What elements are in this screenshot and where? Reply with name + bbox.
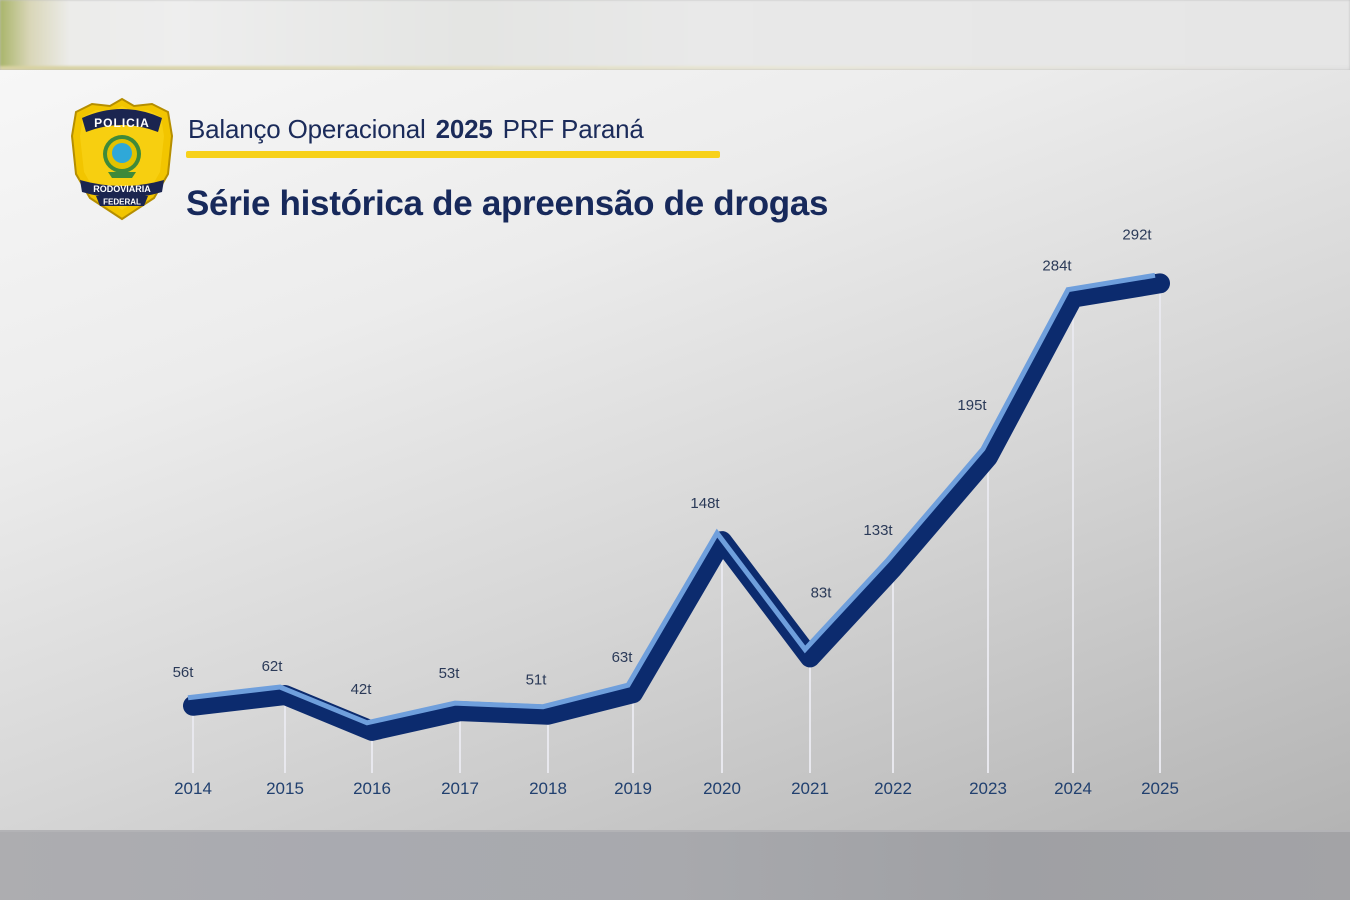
report-subtitle: Balanço Operacional 2025 PRF Paraná (188, 114, 644, 145)
x-axis-year-label: 2020 (703, 779, 741, 798)
data-label: 133t (863, 522, 893, 539)
series-line-highlight (187, 272, 1156, 726)
data-label: 42t (351, 681, 373, 698)
x-axis-year-label: 2023 (969, 779, 1007, 798)
x-axis-year-label: 2022 (874, 779, 912, 798)
x-axis-year-label: 2014 (174, 779, 212, 798)
data-labels: 56t 62t 42t 53t 51t 63t 148t 83t 133t 195t 284t 292… (173, 226, 1153, 698)
data-label: 62t (262, 658, 284, 675)
x-axis-year-label: 2025 (1141, 779, 1179, 798)
logo-bottom-text: FEDERAL (103, 198, 141, 207)
x-axis-year-label: 2024 (1054, 779, 1092, 798)
data-label: 56t (173, 664, 195, 681)
gridlines (192, 293, 1161, 773)
data-label: 51t (526, 672, 548, 689)
subtitle-year: 2025 (435, 114, 493, 144)
x-axis-year-label: 2016 (353, 779, 391, 798)
data-series (183, 272, 1170, 741)
blurred-background-top (0, 0, 1350, 70)
data-label: 195t (957, 397, 987, 414)
logo-middle-text: RODOVIARIA (93, 184, 151, 194)
data-label: 53t (439, 665, 461, 682)
x-axis-year-label: 2017 (441, 779, 479, 798)
series-line-dark (183, 273, 1170, 741)
subtitle-prefix: Balanço Operacional (188, 114, 426, 144)
data-label: 83t (811, 584, 833, 601)
subtitle-suffix: PRF Paraná (502, 114, 644, 144)
data-label: 63t (612, 649, 634, 666)
logo-top-text: POLICIA (94, 116, 150, 130)
x-axis-year-label: 2018 (529, 779, 567, 798)
x-axis-year-label: 2015 (266, 779, 304, 798)
x-axis-year-label: 2021 (791, 779, 829, 798)
data-label: 148t (690, 495, 720, 512)
x-axis-year-label: 2019 (614, 779, 652, 798)
data-label: 292t (1122, 226, 1152, 243)
yellow-underline (186, 151, 720, 158)
blurred-background-bottom (0, 830, 1350, 900)
chart-title: Série histórica de apreensão de drogas (186, 184, 829, 223)
x-axis-labels: 2014 2015 2016 2017 2018 2019 2020 2021 2022 2023… (174, 779, 1179, 798)
data-label: 284t (1042, 258, 1072, 275)
prf-badge-logo-icon: POLICIA RODOVIARIA FEDERAL (70, 97, 174, 221)
